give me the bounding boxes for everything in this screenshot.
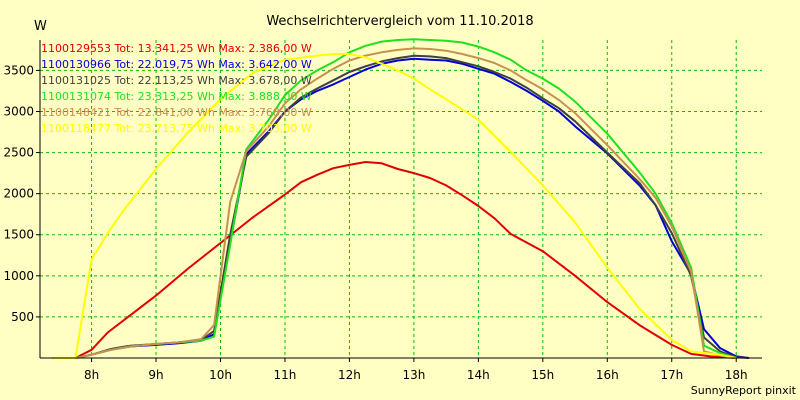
x-tick-labels: 8h 9h 10h 11h 12h 13h 14h 15h 16h 17h 18h — [84, 358, 748, 382]
y-tick-labels: 500 1000 1500 2000 2500 3000 3500 — [3, 63, 40, 324]
x-tick-label: 16h — [596, 368, 619, 382]
y-tick-label: 1000 — [3, 269, 34, 283]
y-tick-label: 1500 — [3, 228, 34, 242]
grid-lines — [40, 40, 762, 358]
y-tick-label: 3500 — [3, 63, 34, 77]
x-tick-label: 11h — [274, 368, 297, 382]
chart-title: Wechselrichtervergleich vom 11.10.2018 — [266, 14, 533, 29]
series-line-1100118477 — [52, 53, 737, 359]
x-tick-label: 15h — [531, 368, 554, 382]
y-tick-label: 3000 — [3, 104, 34, 118]
x-tick-label: 18h — [725, 368, 748, 382]
series-line-1100148421 — [52, 47, 737, 359]
x-tick-label: 12h — [338, 368, 361, 382]
footer-credit: SunnyReport pinxit — [691, 384, 797, 397]
legend-entry-1100129553: 1100129553 Tot: 13.341,25 Wh Max: 2.386,… — [41, 42, 312, 55]
series-lines — [52, 38, 750, 359]
x-tick-label: 17h — [660, 368, 683, 382]
y-tick-label: 2000 — [3, 187, 34, 201]
y-tick-label: 2500 — [3, 146, 34, 160]
legend-entry-1100130966: 1100130966 Tot: 22.019,75 Wh Max: 3.642,… — [41, 58, 312, 71]
legend-entry-1100148421: 1100148421 Tot: 22.841,00 Wh Max: 3.768,… — [41, 106, 312, 119]
legend-entry-1100118477: 1100118477 Tot: 23.713,75 Wh Max: 3.703,… — [41, 122, 312, 135]
series-line-1100129553 — [52, 161, 737, 359]
x-tick-label: 9h — [148, 368, 163, 382]
x-tick-label: 13h — [402, 368, 425, 382]
y-tick-label: 500 — [11, 310, 34, 324]
y-axis-unit-label: W — [34, 19, 47, 34]
x-tick-label: 8h — [84, 368, 99, 382]
x-tick-label: 14h — [467, 368, 490, 382]
legend-entry-1100131025: 1100131025 Tot: 22.113,25 Wh Max: 3.678,… — [41, 74, 312, 87]
legend-entry-1100131074: 1100131074 Tot: 23.313,25 Wh Max: 3.888,… — [41, 90, 312, 103]
x-tick-label: 10h — [209, 368, 232, 382]
legend: 1100129553 Tot: 13.341,25 Wh Max: 2.386,… — [41, 42, 312, 135]
